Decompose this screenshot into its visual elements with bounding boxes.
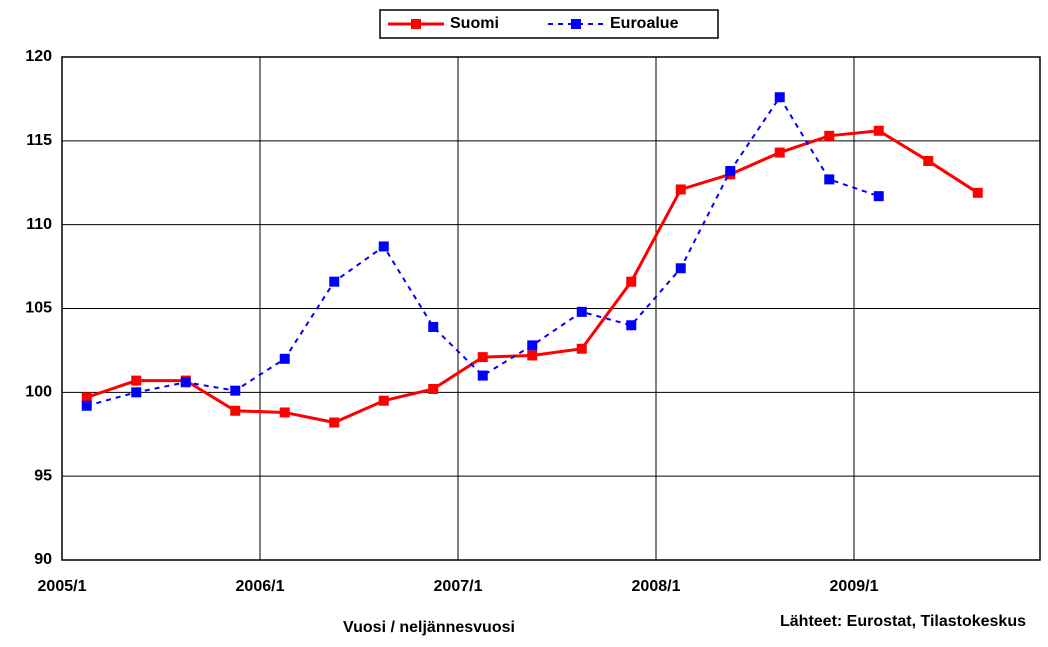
point <box>824 130 835 141</box>
point <box>675 184 686 195</box>
point <box>378 241 389 252</box>
y-tick-label: 105 <box>25 300 52 317</box>
point <box>972 187 983 198</box>
point <box>527 340 538 351</box>
y-tick-label: 110 <box>26 216 52 233</box>
x-axis-label: Vuosi / neljännesvuosi <box>343 619 515 636</box>
y-tick-label: 90 <box>34 551 52 568</box>
point <box>180 377 191 388</box>
point <box>626 320 637 331</box>
series-line <box>86 95 880 407</box>
point <box>576 306 587 317</box>
y-tick-label: 120 <box>25 48 52 65</box>
x-tick-label: 2007/1 <box>434 578 483 595</box>
y-tick-label: 95 <box>34 467 52 484</box>
series-line <box>86 129 979 425</box>
x-tick-label: 2009/1 <box>830 578 879 595</box>
point <box>428 383 439 394</box>
point <box>774 147 785 158</box>
source: Lähteet: Eurostat, Tilastokeskus <box>780 613 1026 630</box>
point <box>477 352 488 363</box>
point <box>131 387 142 398</box>
legend-marker <box>571 19 581 29</box>
point <box>230 385 241 396</box>
point <box>329 417 340 428</box>
x-tick-label: 2008/1 <box>632 578 681 595</box>
point <box>477 370 488 381</box>
point <box>774 92 785 103</box>
point <box>81 400 92 411</box>
point <box>81 392 92 403</box>
point <box>230 405 241 416</box>
point <box>923 155 934 166</box>
legend-label: Euroalue <box>610 15 679 32</box>
point <box>873 125 884 136</box>
point <box>873 191 884 202</box>
point <box>527 350 538 361</box>
point <box>824 174 835 185</box>
legend-marker <box>411 19 421 29</box>
point <box>378 395 389 406</box>
y-tick-label: 100 <box>25 384 52 401</box>
point <box>329 276 340 287</box>
point <box>131 375 142 386</box>
point <box>428 321 439 332</box>
point <box>576 343 587 354</box>
point <box>279 353 290 364</box>
point <box>725 166 736 177</box>
x-tick-label: 2005/1 <box>38 578 87 595</box>
x-tick-label: 2006/1 <box>236 578 285 595</box>
point <box>279 407 290 418</box>
y-tick-label: 115 <box>26 132 52 149</box>
point <box>626 276 637 287</box>
point <box>675 263 686 274</box>
plot-border <box>61 56 1041 561</box>
legend-label: Suomi <box>450 15 499 32</box>
